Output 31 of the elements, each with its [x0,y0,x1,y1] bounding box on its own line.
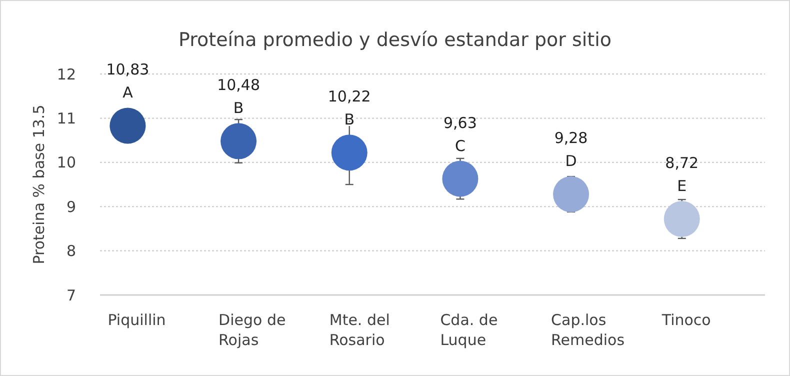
y-tick-label: 12 [56,65,76,84]
x-tick-label: Cap.los Remedios [551,311,625,349]
x-tick-label: Tinoco [660,311,711,329]
data-label: 10,83 [106,60,150,79]
y-tick-label: 8 [66,242,76,260]
point [553,176,590,212]
point [331,134,368,171]
data-label: 9,63 [444,114,477,132]
y-tick-label: 11 [56,109,76,128]
annotation: D [565,152,577,170]
x-tick-label: Piquillin [108,311,166,329]
point [664,200,700,237]
x-tick-label: Diego de Rojas [218,311,286,349]
annotation: C [454,136,466,155]
data-label: 9,28 [554,129,588,148]
annotation: A [122,84,134,102]
x-tick-label: Mte. del Rosario [329,311,390,349]
point [110,108,146,144]
data-label: 10,48 [217,76,260,94]
y-axis-title: Proteina % base 13.5 [30,104,48,264]
data-label: 8,72 [665,154,699,172]
point [220,123,257,160]
y-tick-label: 10 [56,154,76,172]
point [442,160,478,197]
chart-title: Proteína promedio y desvío estandar por sitio [178,29,612,51]
annotation: B [233,99,244,118]
x-tick-label: Cda. de Luque [440,311,498,349]
annotation: E [677,176,687,195]
y-tick-label: 7 [66,286,76,304]
y-tick-label: 9 [66,198,76,216]
data-label: 10,22 [328,88,371,106]
